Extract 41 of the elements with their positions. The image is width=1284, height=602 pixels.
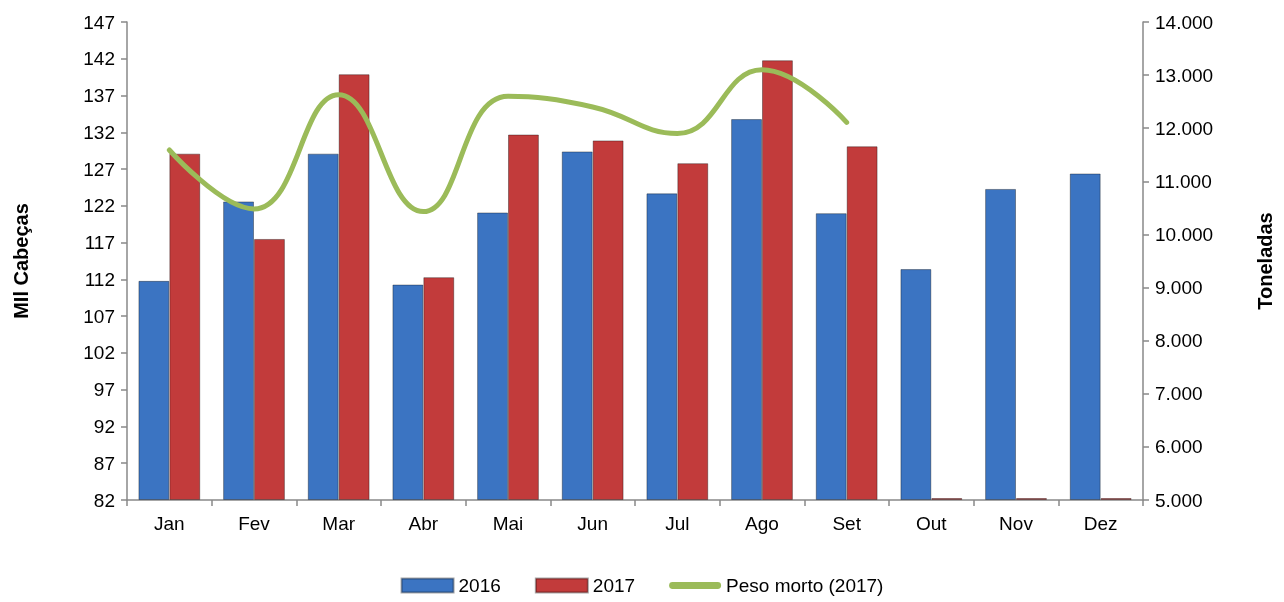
y2-tick-label: 5.000 — [1155, 489, 1203, 511]
y2-axis-title: Toneladas — [1254, 212, 1276, 310]
y2-tick-label: 6.000 — [1155, 436, 1203, 458]
y-tick-label: 87 — [93, 452, 115, 474]
y2-tick-label: 9.000 — [1155, 277, 1203, 299]
y-tick-label: 117 — [84, 232, 115, 254]
legend-label: 2017 — [592, 575, 636, 596]
x-tick-label: Fev — [238, 513, 271, 534]
y2-tick-label: 13.000 — [1155, 64, 1214, 86]
x-tick-label: Out — [916, 513, 948, 534]
legend-label: 2016 — [458, 575, 501, 596]
y-tick-label: 82 — [93, 489, 115, 511]
x-tick-label: Nov — [999, 513, 1034, 534]
y-tick-label: 122 — [83, 195, 115, 217]
x-tick-label: Mar — [322, 513, 356, 534]
x-tick-label: Set — [832, 513, 862, 534]
y-tick-label: 132 — [83, 121, 115, 143]
y2-tick-label: 11.000 — [1155, 170, 1212, 192]
y2-tick-label: 8.000 — [1155, 330, 1203, 352]
y-tick-label: 107 — [83, 305, 115, 327]
x-tick-label: Jul — [665, 513, 690, 534]
y-axis-title: MIl Cabeças — [10, 203, 32, 319]
y-tick-label: 112 — [84, 268, 115, 290]
y2-tick-label: 14.000 — [1155, 11, 1214, 33]
x-tick-label: Abr — [408, 513, 439, 534]
y2-tick-label: 10.000 — [1155, 223, 1214, 245]
y-tick-label: 97 — [93, 379, 115, 401]
x-tick-label: Jun — [577, 513, 608, 534]
x-tick-label: Mai — [492, 513, 524, 534]
y-tick-label: 92 — [93, 415, 115, 437]
x-tick-label: Dez — [1083, 513, 1118, 534]
y-tick-label: 142 — [83, 48, 115, 70]
y-tick-label: 147 — [83, 11, 115, 33]
x-tick-label: Jan — [154, 513, 185, 534]
y2-tick-label: 7.000 — [1155, 383, 1203, 405]
y-tick-label: 127 — [83, 158, 115, 180]
y-tick-label: 102 — [83, 342, 115, 364]
x-tick-label: Ago — [745, 513, 779, 534]
legend-label: Peso morto (2017) — [726, 575, 884, 596]
y2-tick-label: 12.000 — [1155, 117, 1214, 139]
y-tick-label: 137 — [83, 85, 115, 107]
